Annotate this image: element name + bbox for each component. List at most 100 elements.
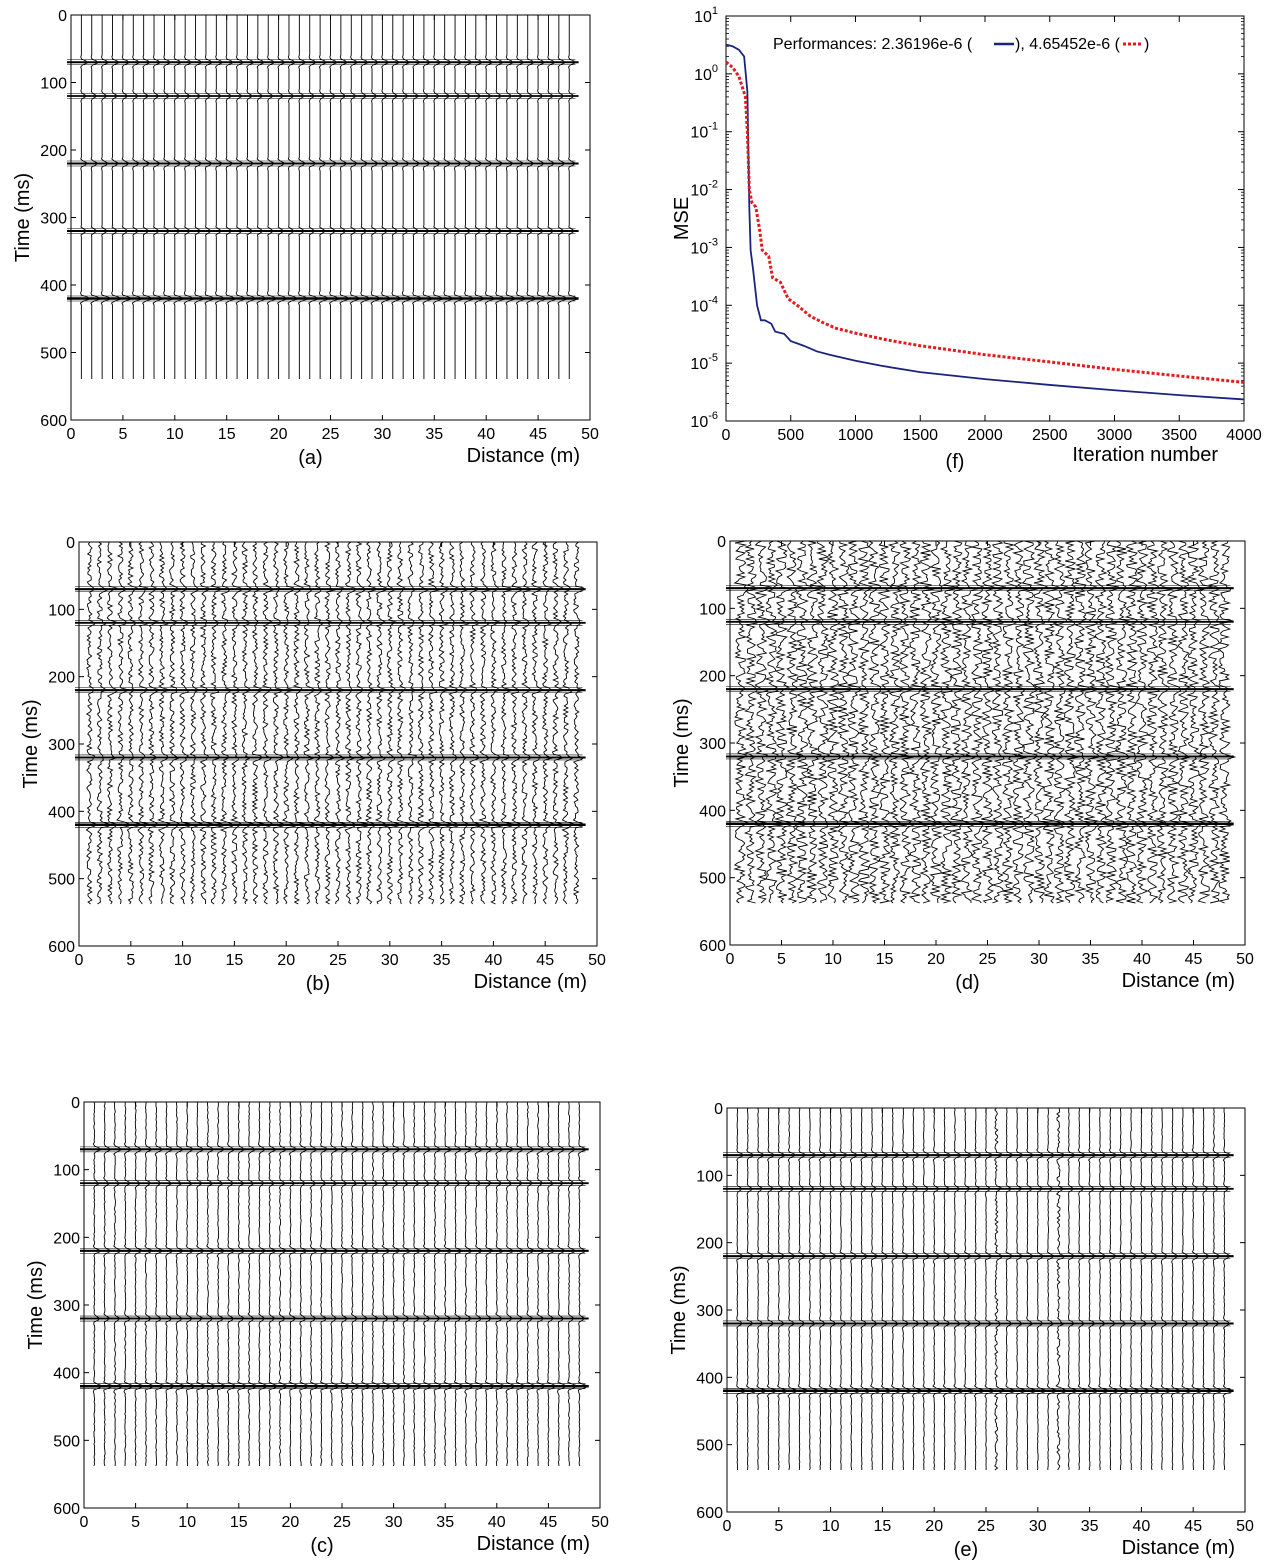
trace-4m bbox=[117, 542, 129, 904]
trace-14m bbox=[871, 1108, 880, 1470]
trace-1m bbox=[80, 15, 89, 379]
x-tick-label: 0 bbox=[67, 426, 76, 443]
y-tick-label: 300 bbox=[53, 1298, 80, 1315]
trace-36m bbox=[444, 15, 453, 379]
panel-label: (a) bbox=[298, 447, 322, 469]
trace-16m bbox=[892, 1108, 901, 1470]
trace-28m bbox=[366, 542, 376, 904]
trace-41m bbox=[501, 542, 514, 904]
x-tick-label: 15 bbox=[226, 952, 244, 969]
y-tick-label: 300 bbox=[696, 1303, 723, 1320]
trace-41m bbox=[1147, 541, 1165, 903]
y-tick-label: 600 bbox=[696, 1505, 723, 1522]
x-tick-label: 20 bbox=[927, 951, 945, 968]
mse-series-dotted-red bbox=[726, 62, 1244, 382]
y-tick-label: 0 bbox=[71, 1095, 80, 1112]
trace-34m bbox=[423, 15, 432, 379]
trace-2m bbox=[91, 15, 100, 379]
trace-45m bbox=[543, 542, 555, 904]
y-axis-label: Time (ms) bbox=[25, 1260, 47, 1349]
x-tick-label: 35 bbox=[1081, 1518, 1099, 1535]
trace-19m bbox=[273, 542, 284, 904]
panel-label: (f) bbox=[946, 451, 965, 473]
trace-16m bbox=[889, 541, 906, 903]
x-tick-label: 4000 bbox=[1226, 427, 1262, 444]
trace-12m bbox=[200, 542, 213, 904]
trace-11m bbox=[196, 1102, 206, 1466]
trace-29m bbox=[371, 15, 380, 379]
y-tick-label: 200 bbox=[40, 143, 67, 160]
trace-9m bbox=[170, 542, 180, 904]
y-tick-exponent: -3 bbox=[708, 236, 718, 248]
trace-10m bbox=[830, 1108, 839, 1470]
trace-13m bbox=[861, 1108, 870, 1470]
trace-31m bbox=[1047, 1108, 1056, 1470]
trace-17m bbox=[900, 541, 916, 903]
trace-45m bbox=[537, 15, 546, 379]
trace-39m bbox=[1130, 1108, 1139, 1470]
trace-42m bbox=[516, 1102, 526, 1466]
y-tick-label: 10-3 bbox=[690, 236, 718, 257]
x-tick-label: 10 bbox=[824, 951, 842, 968]
x-tick-label: 10 bbox=[178, 1514, 196, 1531]
y-tick-label: 300 bbox=[48, 737, 75, 754]
x-tick-label: 30 bbox=[381, 952, 399, 969]
trace-40m bbox=[1136, 541, 1148, 903]
trace-7m bbox=[143, 15, 152, 379]
x-tick-label: 40 bbox=[1133, 951, 1151, 968]
trace-33m bbox=[423, 1102, 433, 1466]
mse-series-solid-blue bbox=[726, 45, 1244, 400]
y-tick-label: 200 bbox=[53, 1230, 80, 1247]
trace-16m bbox=[236, 15, 245, 379]
trace-18m bbox=[269, 1102, 279, 1466]
trace-8m bbox=[809, 1108, 818, 1470]
trace-28m bbox=[361, 15, 370, 379]
trace-6m bbox=[145, 1102, 155, 1466]
trace-13m bbox=[217, 1102, 227, 1466]
y-axis-label: Time (ms) bbox=[671, 698, 693, 787]
trace-22m bbox=[304, 542, 315, 904]
trace-23m bbox=[320, 1102, 329, 1466]
x-axis-label: Distance (m) bbox=[1122, 970, 1235, 992]
trace-36m bbox=[1095, 541, 1112, 903]
trace-39m bbox=[475, 15, 484, 379]
x-tick-label: 10 bbox=[174, 952, 192, 969]
trace-31m bbox=[1043, 541, 1062, 903]
x-tick-label: 5 bbox=[777, 951, 786, 968]
trace-15m bbox=[238, 1102, 248, 1466]
trace-26m bbox=[351, 1102, 361, 1466]
trace-19m bbox=[923, 1108, 932, 1470]
trace-35m bbox=[1088, 1108, 1097, 1470]
y-tick-label: 200 bbox=[696, 1236, 723, 1253]
trace-38m bbox=[475, 1102, 484, 1466]
y-axis-label: Time (ms) bbox=[12, 173, 34, 262]
trace-37m bbox=[1109, 1108, 1118, 1470]
x-tick-label: 10 bbox=[822, 1518, 840, 1535]
y-tick-label: 0 bbox=[714, 1101, 723, 1118]
y-axis-label: Time (ms) bbox=[668, 1265, 690, 1354]
x-tick-label: 2000 bbox=[967, 427, 1003, 444]
trace-43m bbox=[1171, 1108, 1180, 1470]
x-tick-label: 3000 bbox=[1097, 427, 1133, 444]
trace-43m bbox=[527, 1102, 536, 1466]
trace-10m bbox=[179, 542, 191, 904]
y-tick-label: 300 bbox=[699, 736, 726, 753]
trace-34m bbox=[434, 1102, 443, 1466]
trace-12m bbox=[850, 1108, 859, 1470]
x-axis-label: Iteration number bbox=[1072, 444, 1218, 466]
trace-48m bbox=[573, 542, 584, 904]
x-tick-label: 5 bbox=[774, 1518, 783, 1535]
y-tick-label: 0 bbox=[717, 534, 726, 551]
x-tick-label: 40 bbox=[485, 952, 503, 969]
y-tick-label: 100 bbox=[48, 602, 75, 619]
trace-44m bbox=[532, 542, 544, 904]
x-tick-label: 40 bbox=[488, 1514, 506, 1531]
y-tick-base: 10 bbox=[690, 183, 708, 200]
trace-6m bbox=[788, 1108, 797, 1470]
trace-38m bbox=[464, 15, 473, 379]
trace-6m bbox=[786, 541, 805, 903]
trace-11m bbox=[838, 541, 853, 903]
trace-37m bbox=[465, 1102, 475, 1466]
trace-2m bbox=[104, 1102, 114, 1466]
